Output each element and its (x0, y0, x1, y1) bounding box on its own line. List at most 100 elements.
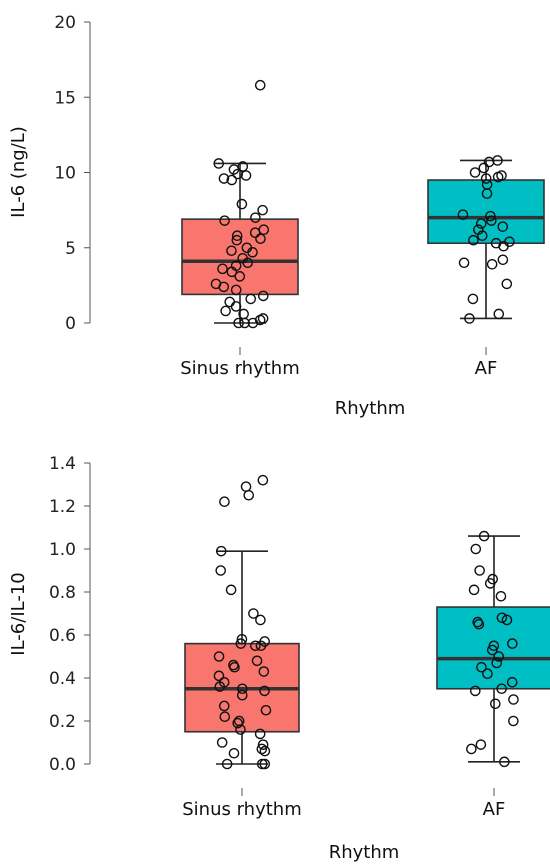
data-point (255, 640, 267, 652)
jitter-points (213, 474, 519, 770)
data-point (218, 700, 230, 712)
data-point (257, 204, 268, 216)
data-point (470, 543, 482, 555)
data-point (493, 308, 505, 320)
data-point (482, 668, 493, 680)
data-point (251, 655, 263, 667)
boxplots (181, 159, 545, 324)
y-tick-label: 0.8 (49, 583, 76, 603)
data-point (254, 728, 266, 740)
x-axis: Sinus rhythm AF (182, 788, 505, 820)
data-point (457, 209, 469, 220)
data-point (235, 724, 246, 735)
y-axis-title: IL-6 (ng/L) (8, 126, 29, 218)
data-point (259, 685, 270, 697)
data-point (473, 618, 485, 630)
data-point (485, 210, 496, 222)
y-tick-label: 0 (65, 314, 76, 334)
data-point (236, 198, 248, 210)
data-point (468, 234, 479, 246)
x-tick-label: AF (483, 799, 506, 820)
data-point (231, 234, 243, 246)
y-tick-label: 15 (54, 88, 76, 108)
x-tick-label: Sinus rhythm (182, 799, 302, 820)
data-point (233, 317, 244, 329)
data-point (226, 174, 238, 186)
data-point (257, 474, 269, 486)
data-point (258, 666, 270, 677)
data-point (213, 670, 225, 682)
data-point (506, 677, 518, 688)
y-tick-label: 5 (65, 239, 76, 259)
data-point (507, 638, 518, 649)
data-point (508, 694, 519, 705)
data-point (248, 608, 259, 619)
data-point (243, 489, 255, 501)
data-point (254, 79, 266, 91)
y-tick-label: 1.2 (49, 497, 76, 517)
data-point (486, 259, 498, 270)
data-point (255, 233, 266, 245)
data-point (490, 698, 501, 710)
data-point (257, 739, 269, 750)
data-point (480, 173, 492, 184)
data-point (476, 230, 488, 242)
data-point (508, 715, 519, 727)
data-point (219, 215, 230, 226)
data-point (259, 745, 271, 757)
data-point (237, 683, 248, 695)
data-point (216, 737, 228, 748)
chart-panel-il6-il10-ratio: 0.00.20.40.60.81.01.21.4 Sinus rhythm AF … (8, 454, 550, 863)
data-point (254, 314, 266, 326)
data-point (232, 717, 244, 729)
data-point (476, 661, 487, 673)
data-point (478, 162, 490, 174)
data-point (469, 167, 481, 178)
data-point (499, 756, 510, 768)
data-point (240, 481, 252, 492)
data-point (232, 168, 244, 180)
data-point (226, 245, 237, 257)
jitter-points (210, 79, 515, 329)
x-axis-title: Rhythm (329, 842, 400, 863)
y-tick-label: 0.2 (49, 712, 76, 732)
data-point (247, 317, 259, 329)
data-point (475, 218, 487, 229)
data-point (213, 651, 225, 662)
data-point (475, 739, 487, 750)
data-point (495, 591, 507, 602)
data-point (221, 758, 233, 770)
data-point (256, 743, 268, 755)
data-point (214, 681, 226, 692)
data-point (491, 657, 503, 669)
data-point (213, 158, 225, 169)
data-point (250, 212, 261, 223)
data-point (235, 638, 247, 649)
x-tick-label: Sinus rhythm (180, 358, 300, 379)
data-point (496, 683, 507, 695)
data-point (259, 758, 271, 770)
data-point (492, 171, 504, 183)
data-point (481, 188, 493, 199)
y-tick-label: 0.0 (49, 755, 76, 775)
data-point (260, 704, 272, 716)
data-point (493, 651, 505, 662)
data-point (257, 290, 269, 302)
data-point (464, 313, 475, 324)
data-point (230, 301, 242, 312)
data-point (239, 317, 250, 329)
data-point (249, 227, 261, 238)
data-point (215, 565, 227, 576)
data-point (220, 305, 231, 317)
y-tick-label: 10 (54, 164, 76, 184)
data-point (240, 170, 252, 181)
x-axis: Sinus rhythm AF (180, 347, 497, 379)
chart-panel-il6: 0 5 10 15 20 Sinus rhythm AF IL-6 (ng/L) Rhyt… (8, 13, 545, 419)
data-point (501, 278, 513, 290)
data-point (234, 271, 246, 282)
data-point (228, 747, 240, 759)
data-point (501, 614, 513, 626)
data-point (255, 614, 266, 626)
y-axis: 0 5 10 15 20 (54, 13, 91, 334)
